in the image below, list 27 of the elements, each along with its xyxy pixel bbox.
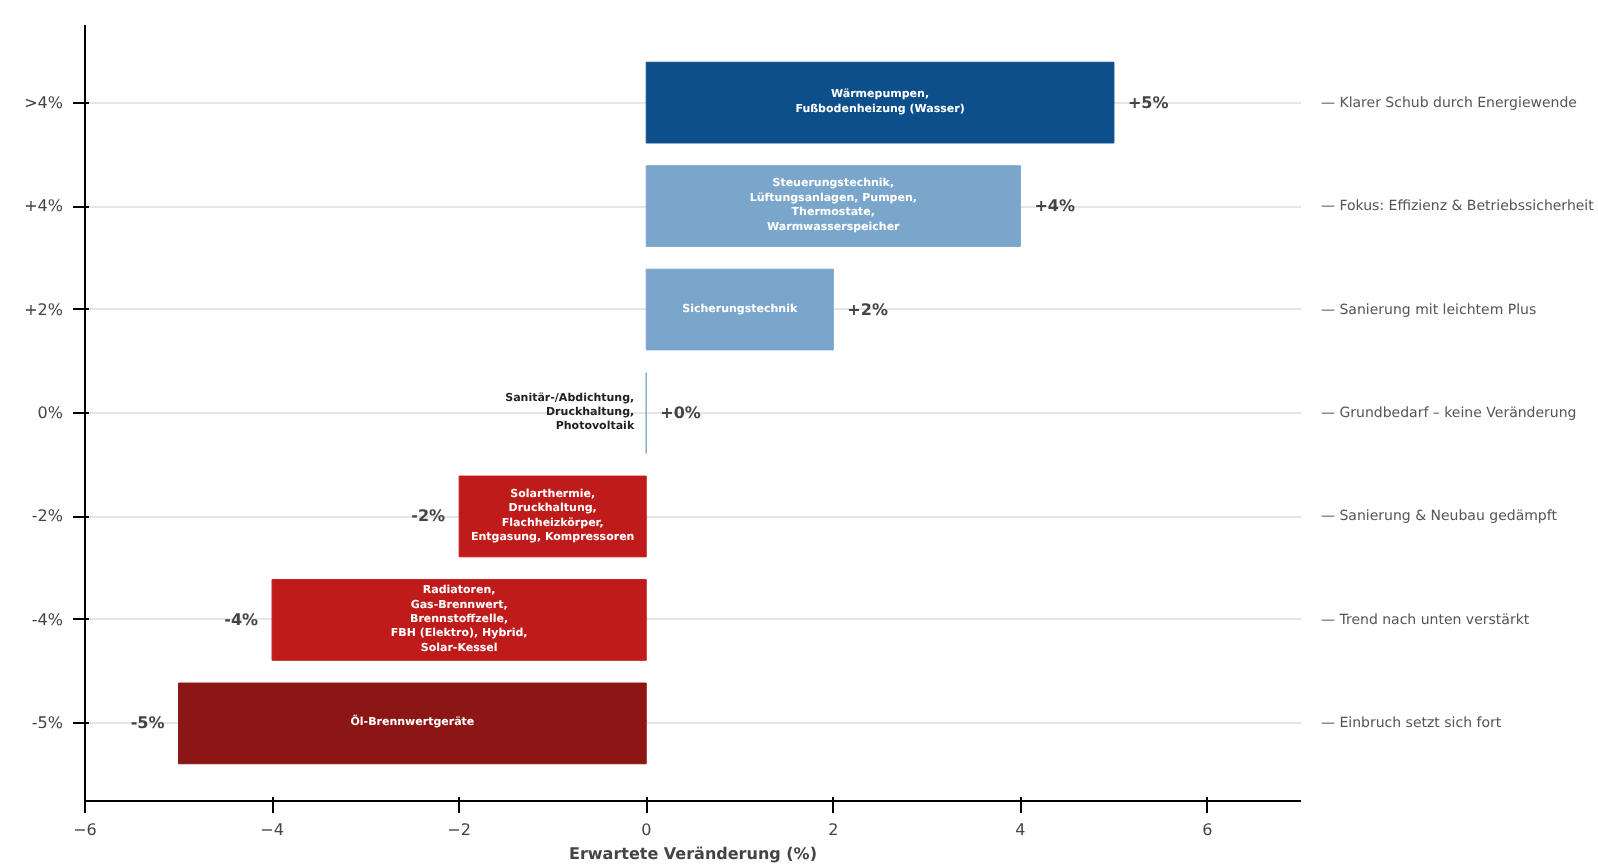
y-tick-label: -4%	[31, 610, 64, 629]
data-label: -2%	[411, 507, 446, 526]
data-label: -4%	[224, 610, 259, 629]
bar	[645, 165, 1021, 247]
x-tick-label: 0	[641, 821, 652, 839]
bar	[645, 268, 834, 351]
bar	[271, 579, 647, 661]
y-tick-label: -5%	[31, 714, 64, 733]
data-label: +0%	[660, 404, 701, 422]
data-label: +4%	[1034, 197, 1076, 216]
x-tick-label: 6	[1202, 821, 1213, 839]
x-tick-label: −4	[260, 821, 284, 839]
data-label: +5%	[1127, 93, 1169, 112]
y-tick-label: +4%	[24, 197, 64, 216]
y-tick-label: >4%	[24, 93, 64, 112]
bar	[645, 61, 1115, 144]
data-label: +2%	[847, 300, 888, 319]
y-tick-label: -2%	[31, 507, 64, 526]
x-axis-title: Erwartete Veränderung (%)	[569, 845, 817, 863]
y-tick-label: 0%	[37, 404, 64, 422]
x-tick-label: 2	[828, 821, 839, 839]
data-label: -5%	[130, 714, 165, 733]
x-tick-label: −6	[73, 821, 97, 839]
bar	[178, 682, 647, 765]
y-tick-label: +2%	[24, 300, 64, 319]
x-tick-label: 4	[1015, 821, 1026, 839]
x-tick-label: −2	[447, 821, 471, 839]
